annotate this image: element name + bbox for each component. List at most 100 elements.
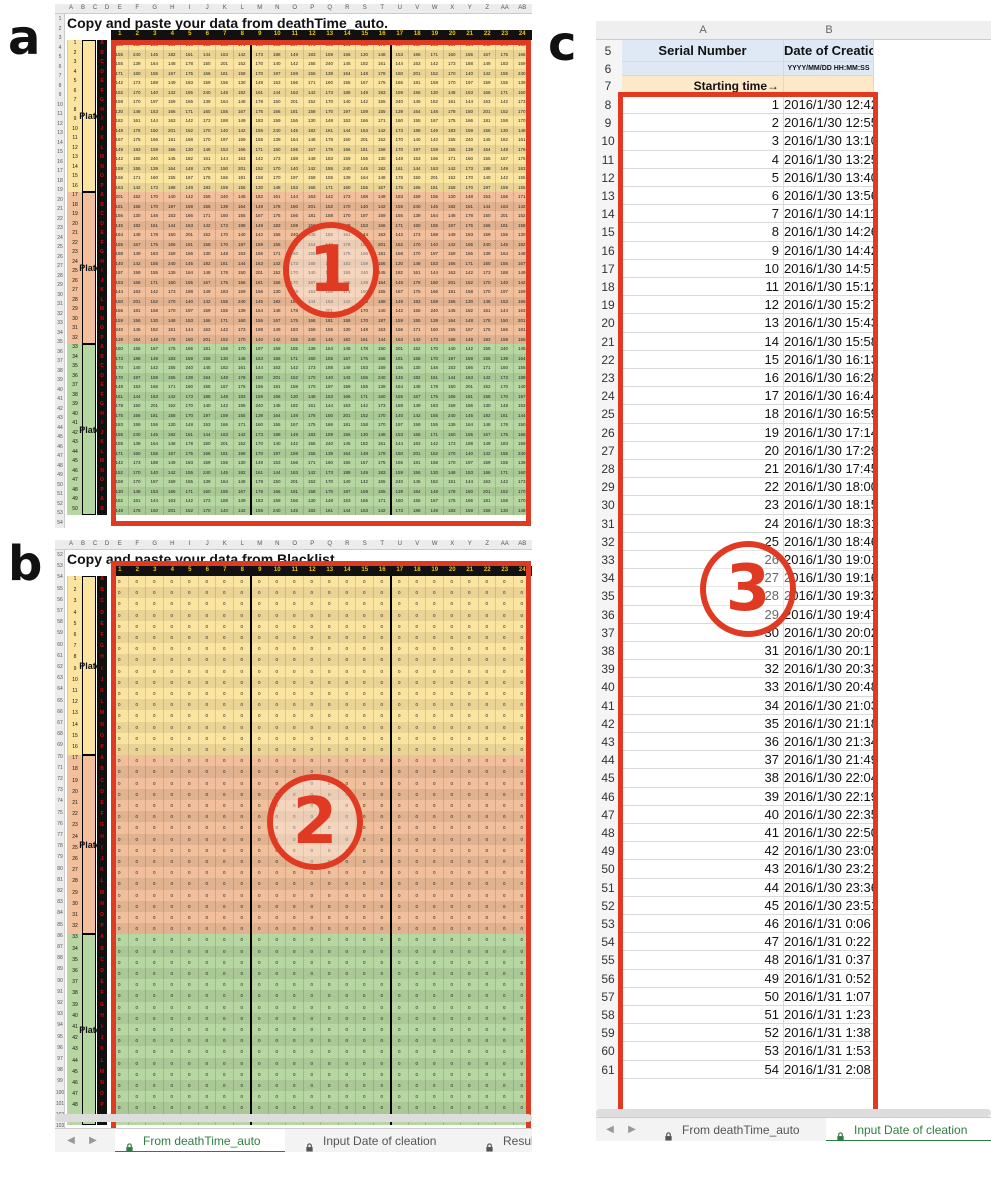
row-number[interactable]: 61 — [601, 1062, 615, 1077]
row-number[interactable]: 64 — [57, 686, 63, 693]
grid-cell[interactable]: 155 — [444, 144, 461, 154]
grid-cell[interactable]: 166 — [356, 116, 374, 126]
row-number[interactable]: 78 — [57, 843, 63, 850]
grid-cell[interactable]: 170 — [269, 173, 286, 183]
row-number[interactable]: 56 — [57, 596, 63, 603]
row-number[interactable]: 47 — [57, 453, 63, 459]
grid-cell[interactable]: 178 — [391, 173, 409, 183]
grid-cell[interactable]: 164 — [286, 135, 304, 145]
grid-cell[interactable]: 167 — [304, 144, 321, 154]
grid-cell[interactable]: 155 — [321, 163, 339, 173]
row-number[interactable]: 48 — [57, 462, 63, 469]
grid-cell[interactable]: 152 — [304, 97, 321, 107]
row-number[interactable]: 52 — [57, 552, 63, 558]
grid-cell[interactable]: 155 — [304, 68, 321, 78]
row-number[interactable]: 24 — [601, 389, 615, 404]
grid-cell[interactable]: 148 — [129, 106, 146, 116]
column-letter[interactable]: B — [80, 5, 85, 11]
grid-cell[interactable]: 167 — [111, 135, 129, 145]
row-number[interactable]: 46 — [57, 443, 63, 450]
grid-cell[interactable]: 148 — [199, 144, 216, 154]
grid-cell[interactable]: 166 — [479, 220, 496, 230]
grid-cell[interactable]: 181 — [304, 211, 321, 221]
grid-cell[interactable]: 182 — [129, 220, 146, 230]
row-number[interactable]: 38 — [57, 367, 63, 374]
grid-cell[interactable]: 173 — [146, 182, 164, 192]
grid-cell[interactable]: 171 — [426, 49, 444, 59]
grid-cell[interactable]: 140 — [286, 163, 304, 173]
grid-cell[interactable]: 161 — [146, 220, 164, 230]
row-number[interactable]: 83 — [57, 899, 63, 906]
grid-cell[interactable]: 170 — [391, 144, 409, 154]
grid-cell[interactable]: 158 — [129, 201, 146, 211]
row-number[interactable]: 91 — [57, 988, 63, 995]
row-number[interactable]: 92 — [57, 1000, 63, 1006]
row-number[interactable]: 30 — [601, 498, 615, 513]
grid-cell[interactable]: 153 — [164, 211, 181, 221]
grid-cell[interactable]: 164 — [339, 68, 356, 78]
column-letter[interactable]: L — [240, 5, 244, 11]
grid-cell[interactable]: 183 — [199, 182, 216, 192]
column-letter[interactable]: B — [825, 24, 833, 36]
column-letter[interactable]: F — [135, 541, 140, 547]
grid-cell[interactable]: 140 — [146, 87, 164, 97]
grid-cell[interactable]: 142 — [304, 87, 321, 97]
grid-cell[interactable]: 140 — [409, 135, 426, 145]
row-number[interactable]: 43 — [601, 735, 615, 749]
grid-cell[interactable]: 159 — [146, 144, 164, 154]
column-letter[interactable]: O — [292, 541, 298, 547]
grid-cell[interactable]: 240 — [461, 135, 479, 145]
row-number[interactable]: 82 — [57, 888, 63, 894]
column-letter[interactable]: H — [170, 541, 175, 547]
row-number[interactable]: 26 — [601, 425, 615, 440]
grid-cell[interactable]: 153 — [339, 116, 356, 126]
grid-cell[interactable]: 166 — [409, 182, 426, 192]
grid-cell[interactable]: 142 — [181, 192, 199, 202]
column-letter[interactable]: F — [135, 5, 140, 11]
column-letter[interactable]: S — [362, 5, 367, 11]
grid-cell[interactable]: 142 — [444, 163, 461, 173]
grid-cell[interactable]: 155 — [321, 173, 339, 183]
row-number[interactable]: 60 — [57, 641, 63, 648]
grid-cell[interactable]: 130 — [444, 192, 461, 202]
grid-cell[interactable]: 153 — [461, 87, 479, 97]
row-number[interactable]: 93 — [57, 1011, 63, 1018]
grid-cell[interactable]: 148 — [164, 59, 181, 69]
grid-cell[interactable]: 142 — [496, 173, 514, 183]
grid-cell[interactable]: 145 — [164, 154, 181, 164]
row-number[interactable]: 25 — [57, 244, 63, 250]
row-number[interactable]: 54 — [57, 519, 63, 526]
grid-cell[interactable]: 130 — [304, 116, 321, 126]
grid-cell[interactable]: 188 — [461, 59, 479, 69]
grid-cell[interactable]: 160 — [129, 68, 146, 78]
column-letter[interactable]: K — [222, 5, 227, 11]
grid-cell[interactable]: 152 — [181, 125, 199, 135]
grid-cell[interactable]: 142 — [356, 97, 374, 107]
grid-cell[interactable]: 149 — [164, 78, 181, 88]
grid-cell[interactable]: 164 — [164, 163, 181, 173]
grid-cell[interactable]: 181 — [479, 116, 496, 126]
column-letter[interactable]: Y — [467, 5, 472, 11]
row-number[interactable]: 18 — [601, 280, 615, 294]
next-sheet-arrow[interactable]: ▶ — [89, 1135, 97, 1146]
row-number[interactable]: 26 — [57, 253, 63, 260]
row-number[interactable]: 90 — [57, 977, 63, 984]
grid-cell[interactable]: 175 — [251, 106, 269, 116]
grid-cell[interactable]: 175 — [199, 173, 216, 183]
grid-cell[interactable]: 160 — [339, 182, 356, 192]
grid-cell[interactable]: 160 — [391, 116, 409, 126]
grid-cell[interactable]: 142 — [164, 87, 181, 97]
grid-cell[interactable]: 148 — [496, 144, 514, 154]
column-letter[interactable]: S — [362, 541, 367, 547]
column-letter[interactable]: N — [275, 541, 280, 547]
grid-cell[interactable]: 148 — [146, 211, 164, 221]
grid-cell[interactable]: 183 — [304, 49, 321, 59]
row-number[interactable]: 99 — [57, 1078, 63, 1085]
grid-cell[interactable]: 150 — [216, 163, 234, 173]
grid-cell[interactable]: 159 — [356, 106, 374, 116]
column-letter[interactable]: M — [257, 5, 263, 11]
grid-cell[interactable]: 170 — [461, 182, 479, 192]
grid-cell[interactable]: 155 — [111, 59, 129, 69]
grid-cell[interactable]: 167 — [181, 173, 199, 183]
grid-cell[interactable]: 166 — [391, 78, 409, 88]
